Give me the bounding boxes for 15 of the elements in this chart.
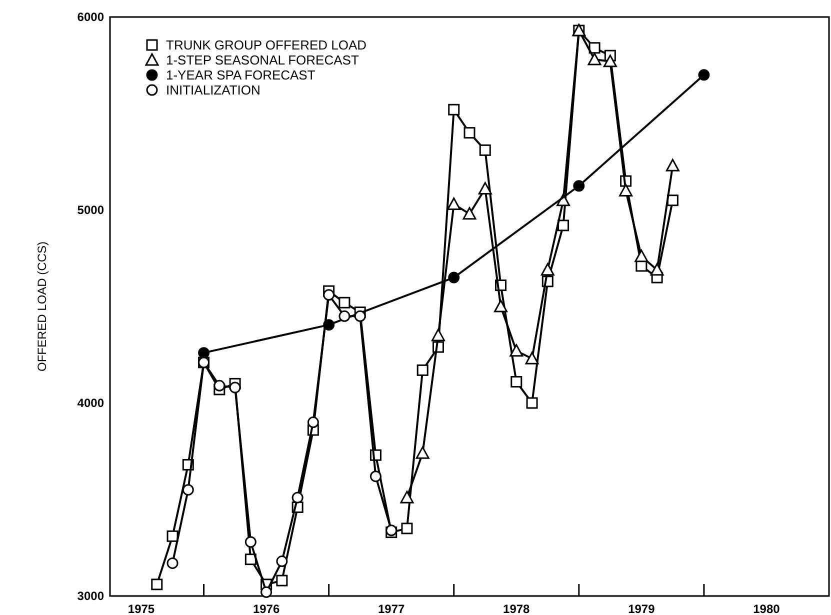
legend-label: 1-YEAR SPA FORECAST bbox=[166, 68, 316, 82]
y-tick-label: 5000 bbox=[77, 203, 104, 217]
legend-label: 1-STEP SEASONAL FORECAST bbox=[166, 52, 359, 68]
y-axis-title: OFFERED LOAD (CCS) bbox=[35, 241, 49, 372]
x-tick-label: 1975 bbox=[128, 602, 155, 615]
x-tick-label: 1976 bbox=[252, 602, 280, 615]
legend-label: INITIALIZATION bbox=[166, 82, 260, 98]
x-tick-label: 1978 bbox=[503, 602, 530, 615]
y-tick-label: 6000 bbox=[77, 10, 104, 24]
x-tick-label: 1979 bbox=[628, 602, 656, 615]
x-tick-label: 1980 bbox=[753, 602, 780, 615]
x-tick-label: 1977 bbox=[378, 602, 406, 615]
y-tick-label: 3000 bbox=[77, 589, 104, 603]
legend-label: TRUNK GROUP OFFERED LOAD bbox=[166, 38, 367, 52]
y-tick-label: 4000 bbox=[77, 396, 104, 410]
